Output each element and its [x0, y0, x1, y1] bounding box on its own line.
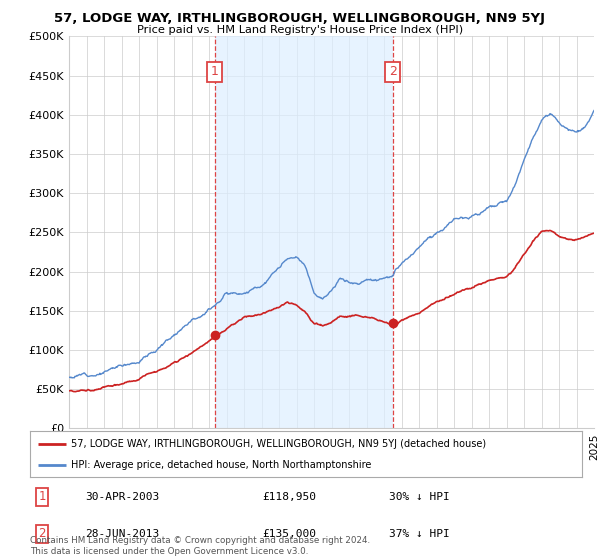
Text: 28-JUN-2013: 28-JUN-2013 — [85, 529, 160, 539]
Text: HPI: Average price, detached house, North Northamptonshire: HPI: Average price, detached house, Nort… — [71, 460, 372, 470]
Text: 30-APR-2003: 30-APR-2003 — [85, 492, 160, 502]
Text: 37% ↓ HPI: 37% ↓ HPI — [389, 529, 449, 539]
Text: Price paid vs. HM Land Registry's House Price Index (HPI): Price paid vs. HM Land Registry's House … — [137, 25, 463, 35]
Text: £118,950: £118,950 — [262, 492, 316, 502]
Text: Contains HM Land Registry data © Crown copyright and database right 2024.
This d: Contains HM Land Registry data © Crown c… — [30, 536, 370, 556]
Text: 2: 2 — [389, 65, 397, 78]
Text: 1: 1 — [211, 65, 219, 78]
Bar — [215, 36, 393, 428]
Text: 1: 1 — [38, 490, 46, 503]
Text: 57, LODGE WAY, IRTHLINGBOROUGH, WELLINGBOROUGH, NN9 5YJ: 57, LODGE WAY, IRTHLINGBOROUGH, WELLINGB… — [55, 12, 545, 25]
Text: £135,000: £135,000 — [262, 529, 316, 539]
Text: 57, LODGE WAY, IRTHLINGBOROUGH, WELLINGBOROUGH, NN9 5YJ (detached house): 57, LODGE WAY, IRTHLINGBOROUGH, WELLINGB… — [71, 438, 487, 449]
Text: 30% ↓ HPI: 30% ↓ HPI — [389, 492, 449, 502]
Text: 2: 2 — [38, 527, 46, 540]
